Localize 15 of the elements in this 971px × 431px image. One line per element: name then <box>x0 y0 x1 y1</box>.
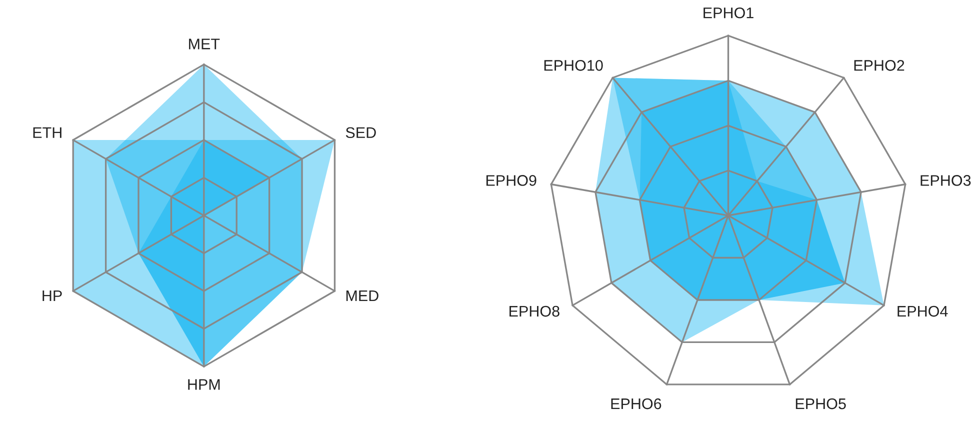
spoke-label: EPHO6 <box>611 398 662 410</box>
spoke-label: EPHO5 <box>796 398 846 410</box>
spoke-label: EPHO4 <box>898 306 948 317</box>
spoke-label: HPM <box>188 379 220 390</box>
spoke-label: MED <box>346 290 378 302</box>
spoke-label: EPHO3 <box>920 175 971 186</box>
spoke-label: EPHO10 <box>544 60 603 71</box>
spoke-label: EPHO1 <box>704 7 754 18</box>
spoke-label: EPHO9 <box>486 175 536 186</box>
spoke-label: HP <box>42 290 62 302</box>
spoke-label: EPHO8 <box>510 306 560 317</box>
spoke-label: SED <box>346 127 376 138</box>
spoke-label: EPHO2 <box>854 60 904 71</box>
spoke-label: ETH <box>33 127 62 138</box>
spoke-label: MET <box>189 38 220 50</box>
